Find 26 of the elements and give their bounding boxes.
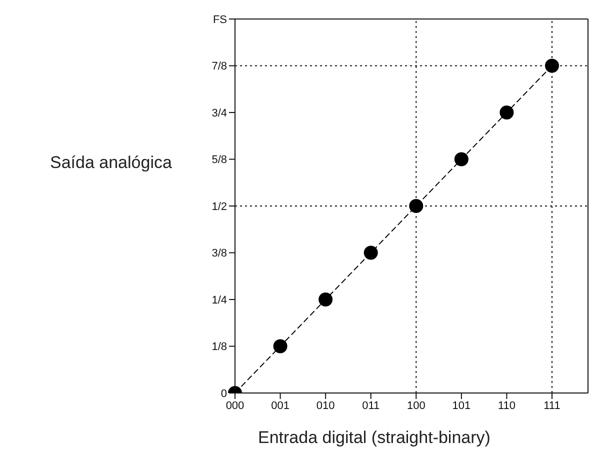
point — [318, 292, 333, 306]
y-tick-label: 3/4 — [212, 107, 227, 120]
y-tick-label: 5/8 — [212, 154, 227, 166]
x-tick-label: 001 — [271, 400, 290, 412]
y-tick-label: 1/2 — [212, 200, 227, 213]
y-tick-label: 1/4 — [212, 294, 227, 306]
point — [273, 339, 288, 354]
point — [545, 58, 559, 73]
y-axis-title: Saída analógica — [50, 153, 172, 173]
x-tick-label: 011 — [362, 400, 380, 412]
x-tick-label: 111 — [544, 400, 560, 412]
point — [364, 246, 378, 260]
point — [454, 152, 468, 166]
y-tick-label: 7/8 — [212, 60, 227, 73]
y-tick-label: FS — [212, 14, 227, 26]
point — [409, 199, 424, 213]
y-tick-label: 0 — [220, 388, 227, 400]
x-tick-label: 000 — [226, 400, 244, 412]
y-tick-label: 3/8 — [212, 248, 227, 260]
x-tick-label: 010 — [316, 400, 335, 412]
x-tick-label: 100 — [406, 400, 426, 412]
point — [500, 106, 514, 120]
x-axis-title: Entrada digital (straight-binary) — [258, 428, 490, 448]
y-tick-label: 1/8 — [212, 341, 227, 354]
x-tick-label: 101 — [452, 400, 471, 412]
x-tick-label: 110 — [498, 400, 516, 412]
